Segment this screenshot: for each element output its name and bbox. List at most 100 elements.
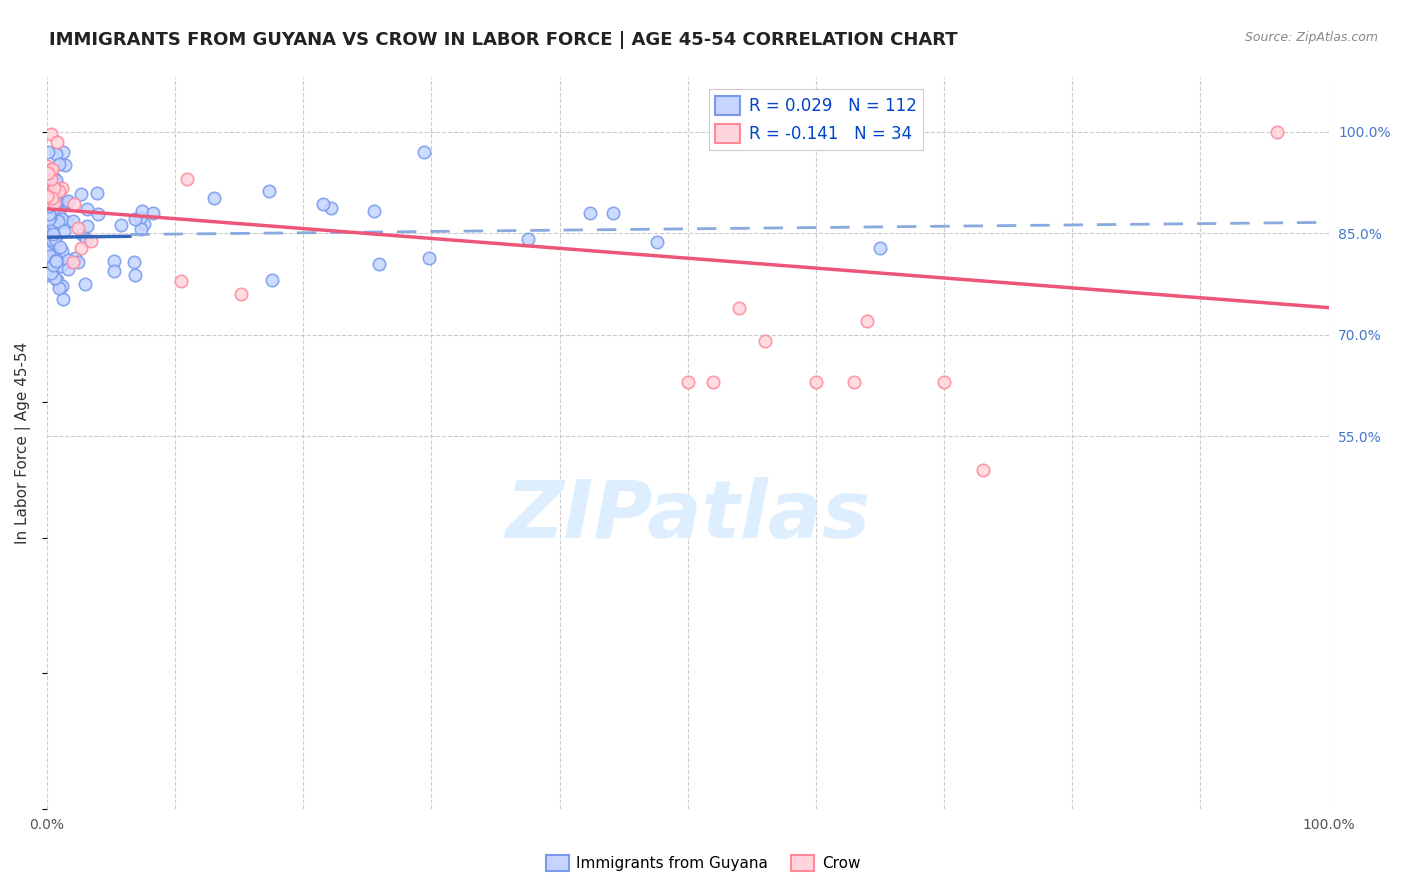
Point [45, 253, 67, 268]
Point [934, 375, 956, 389]
Point [39, 207, 62, 221]
Point [41, 172, 63, 186]
Point [37, 268, 59, 282]
Point [37, 261, 59, 276]
Point [75, 234, 97, 248]
Point [56, 194, 79, 208]
Point [39, 256, 62, 270]
Point [728, 301, 751, 315]
Text: ZIPatlas: ZIPatlas [505, 477, 870, 555]
Point [37, 166, 59, 180]
Point [176, 172, 198, 186]
Point [56, 215, 79, 229]
Point [62, 255, 84, 269]
Point [70, 227, 93, 241]
Point [46, 216, 69, 230]
Point [48, 207, 70, 221]
Legend: Immigrants from Guyana, Crow: Immigrants from Guyana, Crow [540, 849, 866, 877]
Point [46, 214, 69, 228]
Point [51, 278, 73, 293]
Point [49, 196, 72, 211]
Point [645, 235, 668, 250]
Point [65, 251, 87, 265]
Point [41, 213, 63, 227]
Point [844, 375, 866, 389]
Point [39, 249, 62, 263]
Point [87, 207, 110, 221]
Point [55, 195, 77, 210]
Point [48, 281, 70, 295]
Point [41, 162, 63, 177]
Point [124, 255, 146, 269]
Point [41, 265, 63, 279]
Point [51, 259, 73, 273]
Point [46, 135, 69, 149]
Point [42, 169, 65, 184]
Point [70, 241, 93, 255]
Point [363, 204, 385, 219]
Point [103, 264, 125, 278]
Point [52, 145, 75, 159]
Point [38, 225, 60, 239]
Point [37, 213, 59, 227]
Point [53, 256, 76, 270]
Point [56, 261, 79, 276]
Point [41, 191, 63, 205]
Point [46, 273, 69, 287]
Legend: R = 0.029   N = 112, R = -0.141   N = 34: R = 0.029 N = 112, R = -0.141 N = 34 [709, 89, 924, 150]
Y-axis label: In Labor Force | Age 45-54: In Labor Force | Age 45-54 [15, 342, 31, 544]
Point [42, 196, 65, 211]
Text: IMMIGRANTS FROM GUYANA VS CROW IN LABOR FORCE | AGE 45-54 CORRELATION CHART: IMMIGRANTS FROM GUYANA VS CROW IN LABOR … [49, 31, 957, 49]
Point [49, 240, 72, 254]
Point [38, 207, 60, 221]
Point [39, 163, 62, 178]
Point [44, 178, 66, 193]
Point [37, 195, 59, 210]
Point [41, 221, 63, 235]
Point [41, 242, 63, 256]
Point [86, 186, 108, 200]
Point [48, 184, 70, 198]
Point [39, 266, 62, 280]
Point [124, 268, 146, 282]
Point [124, 211, 146, 226]
Point [66, 220, 89, 235]
Point [44, 231, 66, 245]
Point [51, 244, 73, 258]
Point [39, 190, 62, 204]
Point [51, 180, 73, 194]
Point [39, 215, 62, 229]
Point [44, 248, 66, 262]
Point [103, 254, 125, 268]
Point [70, 187, 93, 202]
Point [413, 145, 436, 159]
Point [80, 235, 103, 249]
Point [39, 203, 62, 218]
Point [66, 255, 89, 269]
Point [42, 181, 65, 195]
Point [676, 375, 699, 389]
Point [45, 254, 67, 268]
Point [76, 219, 98, 233]
Point [38, 199, 60, 213]
Point [45, 147, 67, 161]
Point [602, 206, 624, 220]
Point [76, 202, 98, 216]
Point [128, 211, 150, 225]
Point [41, 225, 63, 239]
Point [231, 287, 253, 301]
Point [45, 173, 67, 187]
Point [368, 257, 391, 271]
Point [579, 206, 602, 220]
Point [170, 274, 193, 288]
Point [37, 215, 59, 229]
Point [44, 232, 66, 246]
Point [41, 184, 63, 198]
Point [132, 217, 155, 231]
Point [52, 224, 75, 238]
Point [42, 235, 65, 250]
Point [41, 233, 63, 247]
Point [46, 195, 69, 210]
Point [52, 292, 75, 306]
Point [42, 227, 65, 241]
